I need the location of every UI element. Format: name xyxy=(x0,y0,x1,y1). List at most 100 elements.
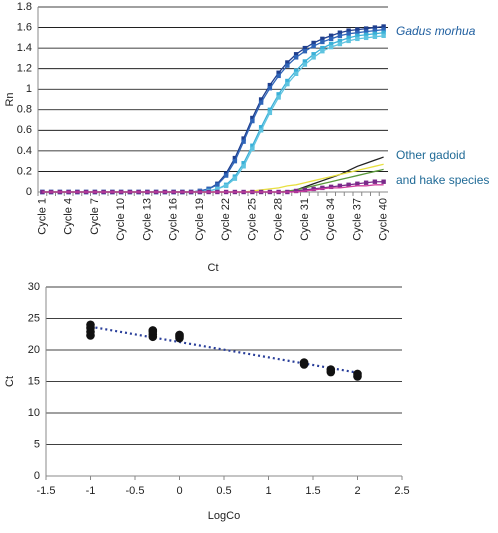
point xyxy=(258,125,264,130)
point xyxy=(250,115,255,121)
point xyxy=(86,320,95,330)
y-tick-label: 30 xyxy=(28,281,40,293)
point xyxy=(311,186,316,192)
point xyxy=(250,118,255,124)
point xyxy=(320,45,325,51)
x-tick-label: Cycle 19 xyxy=(194,198,206,241)
series-line xyxy=(42,184,384,193)
point xyxy=(363,29,369,34)
point xyxy=(232,176,238,181)
point xyxy=(328,41,334,47)
x-tick-label: Cycle 40 xyxy=(378,198,390,241)
point xyxy=(258,97,264,102)
x-axis-label: LogCo xyxy=(208,510,240,522)
point xyxy=(293,71,299,77)
x-tick-label: Cycle 31 xyxy=(299,198,311,241)
point xyxy=(363,32,369,37)
point xyxy=(337,41,343,47)
x-tick-label: Cycle 22 xyxy=(220,198,232,241)
point xyxy=(381,179,386,184)
point xyxy=(337,30,343,35)
x-tick-label: 0 xyxy=(176,485,182,497)
y-axis-label: Ct xyxy=(4,376,16,387)
point xyxy=(148,326,158,335)
y-tick-label: 25 xyxy=(28,312,40,324)
point xyxy=(250,146,255,152)
point xyxy=(302,59,308,64)
y-axis-label: Rn xyxy=(4,92,16,106)
y-tick-label: 10 xyxy=(28,407,40,419)
point xyxy=(363,26,369,31)
point xyxy=(302,187,308,193)
x-tick-label: Cycle 13 xyxy=(141,198,153,241)
point xyxy=(355,30,360,35)
y-tick-label: 1.8 xyxy=(17,1,32,13)
point xyxy=(337,38,343,44)
point xyxy=(363,180,369,185)
y-tick-label: 15 xyxy=(28,375,40,387)
point xyxy=(241,164,246,169)
point xyxy=(276,95,281,100)
x-tick-label: 1 xyxy=(265,485,271,497)
point xyxy=(346,182,351,188)
point xyxy=(215,182,220,188)
point xyxy=(346,31,351,36)
point xyxy=(299,358,309,367)
point xyxy=(381,33,386,38)
point xyxy=(276,73,281,79)
point xyxy=(250,143,255,148)
point xyxy=(223,183,229,189)
x-tick-label: 1.5 xyxy=(305,485,320,497)
point xyxy=(293,188,299,194)
point xyxy=(372,25,378,30)
point xyxy=(372,28,378,33)
point xyxy=(320,39,325,45)
point xyxy=(355,27,360,32)
point xyxy=(241,161,246,166)
point xyxy=(311,52,316,57)
point xyxy=(175,330,184,340)
x-tick-label: Cycle 34 xyxy=(325,198,337,241)
x-tick-label: -1.5 xyxy=(37,485,56,497)
y-tick-label: 1 xyxy=(26,83,32,95)
series-line xyxy=(42,35,384,193)
series-line xyxy=(42,28,384,193)
point xyxy=(293,55,299,60)
point xyxy=(372,31,378,36)
point xyxy=(346,38,351,44)
point xyxy=(285,63,290,68)
x-tick-label: Cycle 10 xyxy=(115,198,127,241)
x-tick-label: Cycle 28 xyxy=(273,198,285,241)
point xyxy=(326,365,336,374)
trendline xyxy=(90,325,358,374)
annotation: and hake species xyxy=(396,173,489,187)
point xyxy=(337,33,343,38)
x-tick-label: 0.5 xyxy=(216,485,231,497)
x-tick-label: Cycle 16 xyxy=(168,198,180,241)
point xyxy=(241,136,246,141)
point xyxy=(328,184,334,190)
x-tick-label: -1 xyxy=(86,485,96,497)
x-tick-label: Cycle 25 xyxy=(246,198,258,241)
point xyxy=(302,45,308,51)
point xyxy=(293,68,299,73)
y-tick-label: 1.4 xyxy=(17,42,32,54)
point xyxy=(293,52,299,57)
point xyxy=(267,82,273,88)
point xyxy=(232,158,238,164)
point xyxy=(328,33,334,38)
point xyxy=(285,78,290,84)
annotation: Gadus morhua xyxy=(396,24,476,38)
point xyxy=(267,107,273,112)
x-axis-label: Ct xyxy=(208,262,219,274)
y-tick-label: 0.6 xyxy=(17,124,32,136)
y-tick-label: 0 xyxy=(26,186,32,198)
x-tick-label: 2 xyxy=(354,485,360,497)
series-line xyxy=(42,32,384,193)
y-tick-label: 0 xyxy=(34,470,40,482)
point xyxy=(302,62,308,67)
point xyxy=(320,48,325,54)
point xyxy=(232,155,238,161)
point xyxy=(355,33,360,38)
point xyxy=(285,60,290,65)
